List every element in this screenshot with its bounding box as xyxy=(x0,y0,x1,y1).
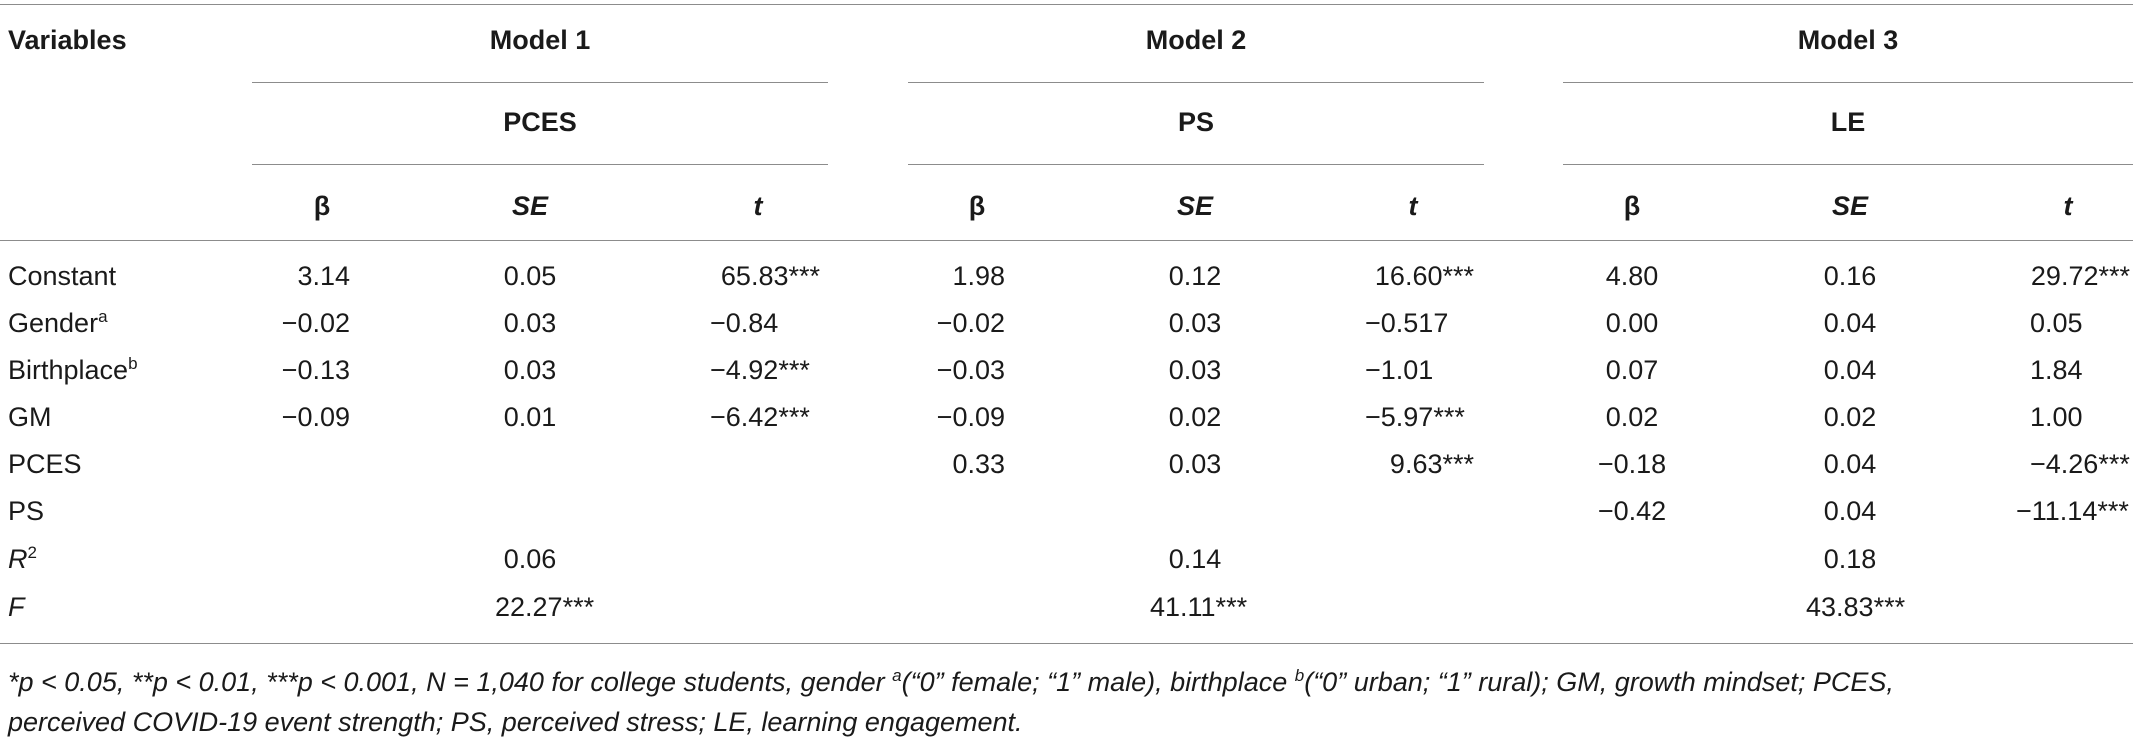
table-cell: 0.03 xyxy=(1168,449,1222,479)
table-cell: 0.00 xyxy=(1605,308,1659,338)
r-squared-value: 0.14 xyxy=(1168,544,1222,574)
row-label: PCES xyxy=(8,449,82,479)
table-cell: 0.02 xyxy=(1605,402,1659,432)
table-top-rule xyxy=(0,4,2133,5)
table-cell: 0.05 xyxy=(503,261,557,291)
table-cell: −0.02 xyxy=(281,308,350,338)
model2-rule xyxy=(908,82,1484,83)
row-label: PS xyxy=(8,496,45,526)
table-cell: −0.517 xyxy=(1365,308,1449,338)
table-cell: 0.16 xyxy=(1823,261,1877,291)
variables-header: Variables xyxy=(8,25,127,55)
table-cell: −0.03 xyxy=(936,355,1005,385)
f-stat-label: F xyxy=(8,592,25,622)
f-stat-value: 41.11*** xyxy=(1150,592,1248,622)
table-cell: 16.60*** xyxy=(1374,261,1474,291)
table-cell: 0.02 xyxy=(1168,402,1222,432)
model2-dv: PS xyxy=(1177,107,1215,137)
table-bottom-rule xyxy=(0,643,2133,644)
model1-rule xyxy=(252,82,828,83)
table-cell: 0.07 xyxy=(1605,355,1659,385)
m3-se-header: SE xyxy=(1831,191,1869,221)
table-cell: 0.33 xyxy=(952,449,1005,479)
table-cell: −0.02 xyxy=(936,308,1005,338)
table-cell: 0.02 xyxy=(1823,402,1877,432)
model3-header: Model 3 xyxy=(1797,25,1899,55)
table-cell: 0.04 xyxy=(1823,449,1877,479)
row-label: Gendera xyxy=(8,307,108,338)
model1-dv: PCES xyxy=(503,107,577,137)
row-label: GM xyxy=(8,402,52,432)
m2-beta-header: β xyxy=(968,191,986,221)
m3-t-header: t xyxy=(2063,191,2073,221)
table-cell: −0.84 xyxy=(710,308,779,338)
table-cell: 0.04 xyxy=(1823,496,1877,526)
r-squared-value: 0.18 xyxy=(1823,544,1877,574)
table-cell: 0.05 xyxy=(2030,308,2083,338)
table-cell: 0.04 xyxy=(1823,308,1877,338)
table-cell: 9.63*** xyxy=(1389,449,1474,479)
table-cell: 0.04 xyxy=(1823,355,1877,385)
table-cell: 4.80 xyxy=(1605,261,1659,291)
f-stat-value: 43.83*** xyxy=(1806,592,1906,622)
table-cell: −0.09 xyxy=(936,402,1005,432)
table-cell: 65.83*** xyxy=(720,261,820,291)
model2-header: Model 2 xyxy=(1145,25,1247,55)
footnote-line-1: *p < 0.05, **p < 0.01, ***p < 0.001, N =… xyxy=(8,666,1894,697)
r-squared-value: 0.06 xyxy=(503,544,557,574)
r-squared-label: R2 xyxy=(8,543,37,574)
m3-beta-header: β xyxy=(1623,191,1641,221)
table-cell: 0.01 xyxy=(503,402,557,432)
table-cell: −4.92*** xyxy=(710,355,810,385)
m2-t-header: t xyxy=(1408,191,1418,221)
table-cell: −11.14*** xyxy=(2016,496,2129,526)
m2-se-header: SE xyxy=(1176,191,1214,221)
table-cell: −4.26*** xyxy=(2030,449,2130,479)
superscript: 2 xyxy=(27,543,37,562)
table-cell: 29.72*** xyxy=(2030,261,2130,291)
dv2-rule xyxy=(908,164,1484,165)
table-cell: −0.18 xyxy=(1597,449,1667,479)
table-cell: 0.03 xyxy=(503,308,557,338)
m1-se-header: SE xyxy=(511,191,549,221)
footnote-marker: a xyxy=(98,307,108,326)
table-cell: 0.12 xyxy=(1168,261,1222,291)
model3-dv: LE xyxy=(1830,107,1866,137)
table-cell: −1.01 xyxy=(1365,355,1434,385)
footnote-marker: b xyxy=(128,354,138,373)
model1-header: Model 1 xyxy=(489,25,591,55)
f-stat-value: 22.27*** xyxy=(495,592,595,622)
m1-t-header: t xyxy=(753,191,763,221)
table-cell: 1.84 xyxy=(2030,355,2083,385)
table-cell: −5.97*** xyxy=(1365,402,1465,432)
table-cell: 0.03 xyxy=(1168,355,1222,385)
table-cell: 1.00 xyxy=(2030,402,2083,432)
table-cell: −0.13 xyxy=(281,355,350,385)
model3-rule xyxy=(1563,82,2133,83)
table-cell: −0.09 xyxy=(281,402,350,432)
footnote-line-2: perceived COVID-19 event strength; PS, p… xyxy=(8,707,1023,737)
m1-beta-header: β xyxy=(313,191,331,221)
row-label: Constant xyxy=(8,261,117,291)
dv3-rule xyxy=(1563,164,2133,165)
table-cell: −6.42*** xyxy=(710,402,810,432)
table-cell: 3.14 xyxy=(297,261,350,291)
header-bottom-rule xyxy=(0,240,2133,241)
table-cell: 0.03 xyxy=(503,355,557,385)
dv1-rule xyxy=(252,164,828,165)
row-label: Birthplaceb xyxy=(8,354,138,385)
table-cell: 1.98 xyxy=(952,261,1005,291)
table-cell: 0.03 xyxy=(1168,308,1222,338)
table-cell: −0.42 xyxy=(1597,496,1667,526)
